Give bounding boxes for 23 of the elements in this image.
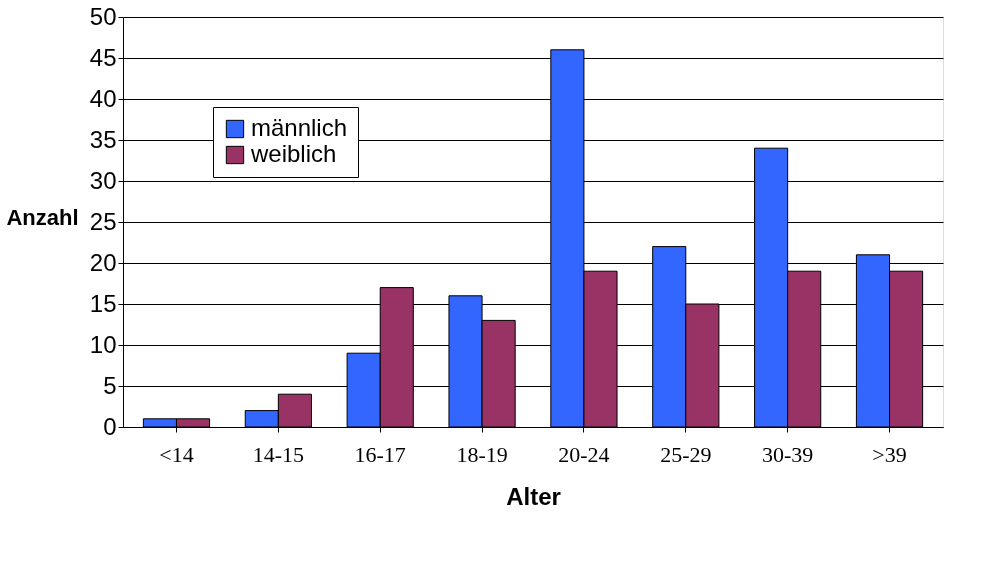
x-tick-label: 25-29 bbox=[660, 441, 712, 467]
x-tick-label: >39 bbox=[872, 441, 907, 467]
y-tick-label: 10 bbox=[89, 330, 117, 358]
y-tick-label: 15 bbox=[89, 289, 117, 317]
y-tick-label: 25 bbox=[89, 207, 117, 235]
y-tick-label: 45 bbox=[89, 43, 117, 71]
y-tick-label: 40 bbox=[89, 84, 117, 112]
x-axis-title: Alter bbox=[506, 482, 561, 510]
y-axis-title: Anzahl bbox=[6, 204, 79, 230]
y-tick-label: 50 bbox=[89, 2, 117, 30]
x-tick-label: 18-19 bbox=[456, 441, 508, 467]
x-tick-label: <14 bbox=[159, 441, 194, 467]
x-tick-label: 20-24 bbox=[558, 441, 610, 467]
y-tick-label: 5 bbox=[103, 371, 117, 399]
y-tick-label: 20 bbox=[89, 248, 117, 276]
x-tick-label: 14-15 bbox=[252, 441, 305, 467]
legend-label: weiblich bbox=[250, 140, 337, 167]
legend-label: männlich bbox=[251, 114, 348, 141]
x-tick-label: 16-17 bbox=[354, 441, 406, 467]
y-tick-label: 30 bbox=[89, 166, 117, 194]
y-tick-label: 0 bbox=[103, 412, 117, 440]
x-tick-label: 30-39 bbox=[761, 441, 814, 467]
y-tick-label: 35 bbox=[89, 125, 117, 153]
